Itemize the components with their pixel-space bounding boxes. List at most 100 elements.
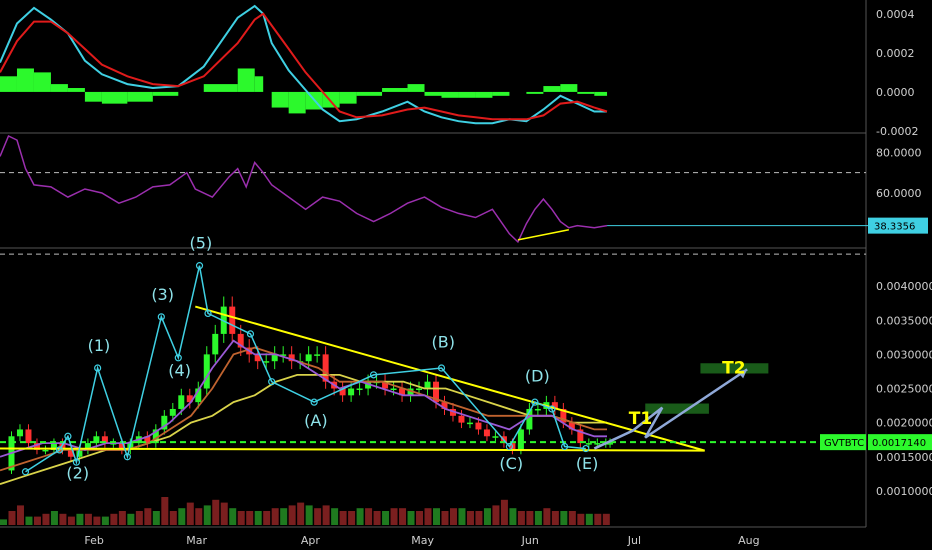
candle-body — [25, 429, 32, 444]
volume-bar — [144, 508, 152, 525]
wave-point — [310, 398, 318, 406]
candle-body — [356, 388, 363, 390]
candle-body — [483, 429, 490, 437]
wave-point — [268, 378, 276, 386]
candle-body — [237, 333, 244, 348]
price-tick-label: 0.0025000 — [876, 383, 932, 396]
candle-body — [607, 443, 614, 445]
macd-histogram-bar — [152, 91, 179, 96]
volume-bar — [263, 511, 271, 525]
volume-bar — [594, 513, 602, 525]
wave-label: (B) — [431, 333, 454, 352]
wave-point — [195, 262, 204, 270]
volume-bar — [356, 508, 364, 525]
rsi-tick-label: 60.0000 — [876, 187, 922, 200]
symbol-tag — [820, 434, 866, 451]
volume-bar — [246, 511, 254, 525]
volume-bar — [560, 511, 568, 525]
wave-label: (C) — [499, 454, 523, 473]
candle-body — [67, 449, 74, 457]
volume-bar — [76, 513, 84, 525]
candle-body — [203, 354, 210, 389]
candle-body — [186, 395, 193, 403]
macd-tick-label: 0.0004 — [876, 8, 915, 21]
wave-label: (E) — [576, 454, 599, 473]
wave-point — [369, 371, 378, 379]
volume-bar — [220, 502, 228, 525]
candle-body — [416, 388, 423, 390]
volume-bar — [101, 516, 109, 525]
candle-body — [42, 449, 49, 452]
volume-bar — [127, 513, 135, 525]
wave-point — [94, 364, 102, 372]
candle-body — [365, 381, 372, 389]
candle-body — [348, 388, 355, 396]
price-tick-label: 0.0035000 — [876, 314, 932, 327]
wave-point — [560, 442, 569, 451]
macd-histogram-bar — [339, 91, 357, 104]
volume-bar — [365, 508, 373, 525]
time-tick-label: Jun — [521, 534, 539, 547]
volume-bar — [458, 508, 466, 525]
macd-histogram-bar — [288, 91, 306, 114]
candle-body — [568, 422, 575, 430]
macd-histogram-bar — [424, 91, 442, 96]
volume-bar — [602, 513, 610, 525]
macd-tick-label: 0.0002 — [876, 47, 915, 60]
candle-body — [424, 381, 431, 389]
volume-bar — [212, 499, 220, 525]
candle-body — [84, 443, 91, 450]
volume-bar — [59, 513, 67, 525]
volume-bar — [288, 505, 296, 525]
macd-histogram-bar — [50, 84, 68, 92]
last-price-label: 0.0017140 — [872, 438, 926, 449]
macd-histogram-bar — [407, 84, 425, 92]
volume-bar — [271, 508, 279, 525]
wave-point — [55, 446, 64, 454]
candle-body — [288, 354, 295, 362]
time-tick-label: Feb — [84, 534, 103, 547]
macd-histogram-bar — [33, 72, 51, 92]
volume-bar — [178, 508, 186, 525]
candle-body — [449, 408, 456, 416]
volume-bar — [186, 502, 194, 525]
rsi-tick-label: 80.0000 — [876, 146, 922, 159]
volume-bar — [110, 513, 118, 525]
macd-histogram-bar — [543, 86, 561, 92]
macd-histogram-bar — [594, 91, 608, 96]
volume-bar — [568, 511, 576, 525]
projection-path — [593, 368, 748, 450]
volume-bar — [280, 508, 288, 525]
candle-body — [152, 429, 159, 444]
wave-label: (3) — [151, 285, 174, 304]
volume-bar — [483, 508, 491, 525]
macd-series-line-2 — [0, 12, 608, 121]
volume-bar — [203, 505, 211, 525]
candle-body — [399, 388, 406, 396]
volume-bar — [305, 505, 313, 525]
volume-bar — [229, 508, 237, 525]
candle-body — [466, 422, 473, 425]
candle-body — [178, 395, 185, 409]
candle-body — [195, 388, 202, 403]
volume-bar — [416, 511, 424, 525]
volume-bar — [373, 511, 381, 525]
price-tick-label: 0.0020000 — [876, 417, 932, 430]
volume-bar — [534, 511, 542, 525]
rsi-panel — [0, 134, 870, 255]
candle-body — [314, 354, 321, 356]
candle-body — [407, 388, 414, 396]
volume-bar — [93, 516, 101, 525]
wave-point — [437, 364, 446, 372]
macd-histogram-bar — [560, 84, 578, 92]
target-zone — [645, 403, 709, 414]
trendline-2 — [0, 447, 705, 452]
macd-histogram-bar — [203, 84, 238, 92]
price-tick-label: 0.0015000 — [876, 451, 932, 464]
grid-layer — [0, 0, 867, 528]
candle-body — [517, 429, 524, 450]
volume-bar — [526, 511, 534, 525]
wave-label: (1) — [88, 336, 111, 355]
macd-histogram-bar — [271, 91, 289, 108]
target-label: T2 — [722, 358, 745, 378]
